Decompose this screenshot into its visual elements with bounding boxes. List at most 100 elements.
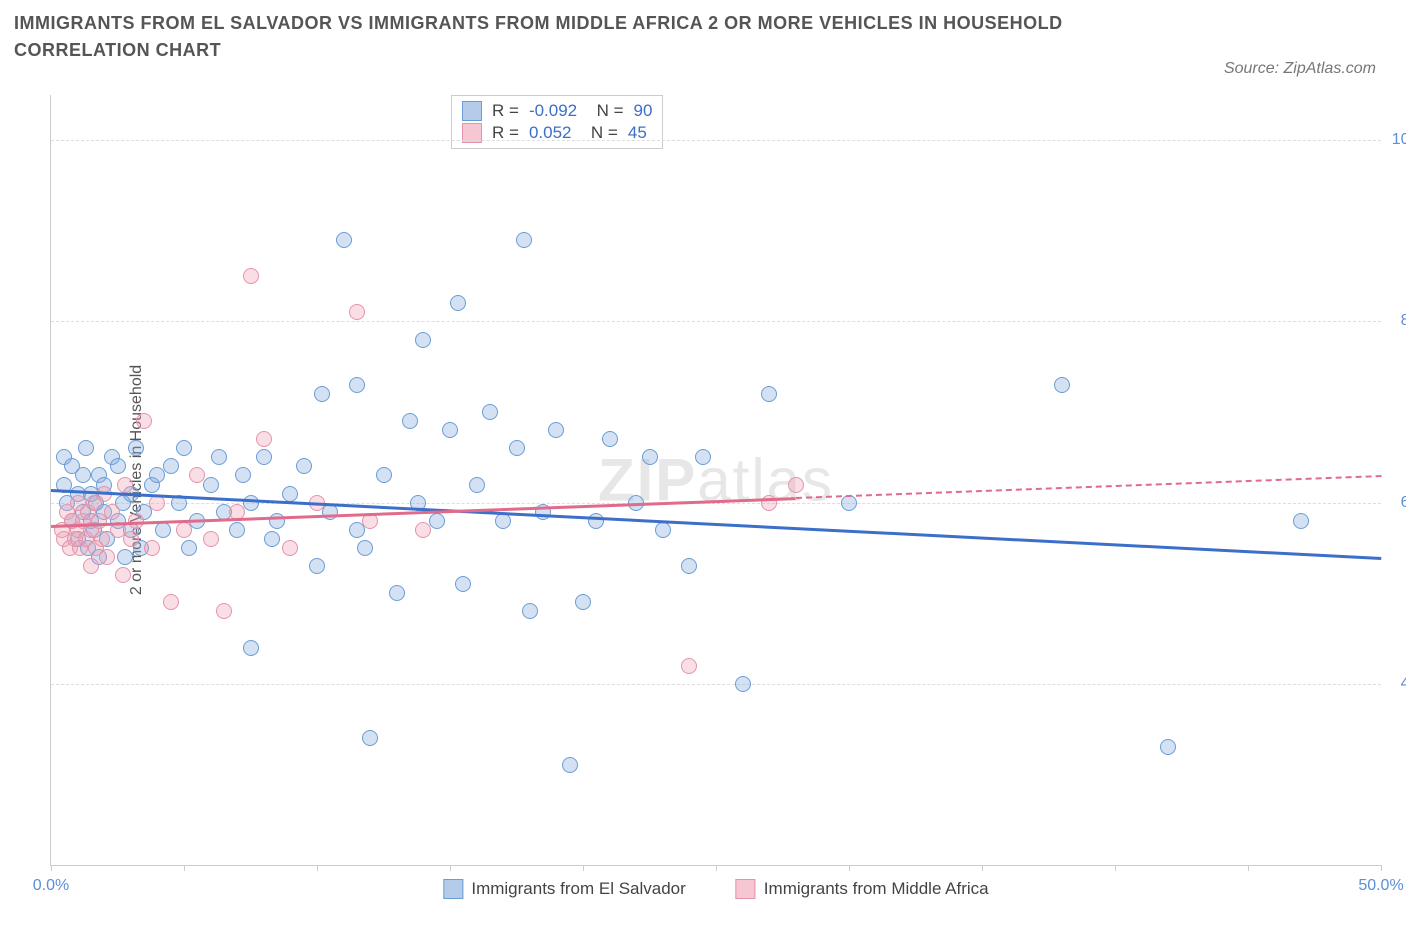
swatch-pink	[736, 879, 756, 899]
data-point	[136, 413, 152, 429]
data-point	[389, 585, 405, 601]
data-point	[357, 540, 373, 556]
data-point	[163, 458, 179, 474]
data-point	[104, 504, 120, 520]
trend-line	[796, 475, 1381, 499]
swatch-blue	[462, 101, 482, 121]
data-point	[735, 676, 751, 692]
data-point	[415, 522, 431, 538]
data-point	[123, 531, 139, 547]
data-point	[229, 522, 245, 538]
data-point	[469, 477, 485, 493]
data-point	[189, 467, 205, 483]
x-tick	[982, 865, 983, 871]
y-tick-label: 100.0%	[1392, 131, 1406, 149]
x-tick	[1248, 865, 1249, 871]
legend-row-series1: R = -0.092 N = 90	[462, 100, 652, 122]
data-point	[163, 594, 179, 610]
data-point	[117, 477, 133, 493]
x-tick	[716, 865, 717, 871]
data-point	[282, 486, 298, 502]
x-tick	[184, 865, 185, 871]
data-point	[655, 522, 671, 538]
data-point	[282, 540, 298, 556]
data-point	[203, 531, 219, 547]
data-point	[117, 549, 133, 565]
data-point	[256, 431, 272, 447]
chart-title: IMMIGRANTS FROM EL SALVADOR VS IMMIGRANT…	[14, 10, 1114, 64]
data-point	[1293, 513, 1309, 529]
data-point	[309, 558, 325, 574]
y-tick-label: 80.0%	[1401, 312, 1406, 330]
data-point	[235, 467, 251, 483]
data-point	[1160, 739, 1176, 755]
source-attribution: Source: ZipAtlas.com	[1224, 60, 1376, 78]
data-point	[99, 549, 115, 565]
gridline	[51, 140, 1381, 141]
data-point	[216, 603, 232, 619]
data-point	[761, 386, 777, 402]
data-point	[176, 440, 192, 456]
data-point	[482, 404, 498, 420]
x-tick	[849, 865, 850, 871]
data-point	[314, 386, 330, 402]
swatch-blue	[443, 879, 463, 899]
data-point	[602, 431, 618, 447]
data-point	[455, 576, 471, 592]
data-point	[349, 304, 365, 320]
data-point	[110, 458, 126, 474]
n-value-1: 90	[634, 101, 653, 121]
data-point	[264, 531, 280, 547]
data-point	[155, 522, 171, 538]
chart-container: 2 or more Vehicles in Household ZIPatlas…	[50, 95, 1380, 865]
data-point	[575, 594, 591, 610]
data-point	[362, 730, 378, 746]
data-point	[548, 422, 564, 438]
data-point	[522, 603, 538, 619]
data-point	[78, 440, 94, 456]
data-point	[203, 477, 219, 493]
data-point	[695, 449, 711, 465]
data-point	[681, 658, 697, 674]
data-point	[336, 232, 352, 248]
x-tick	[450, 865, 451, 871]
data-point	[181, 540, 197, 556]
legend-item-2: Immigrants from Middle Africa	[736, 879, 989, 899]
data-point	[243, 268, 259, 284]
data-point	[562, 757, 578, 773]
data-point	[211, 449, 227, 465]
data-point	[296, 458, 312, 474]
legend-label-2: Immigrants from Middle Africa	[764, 879, 989, 899]
x-tick-label: 0.0%	[33, 877, 69, 895]
data-point	[128, 440, 144, 456]
data-point	[243, 640, 259, 656]
data-point	[450, 295, 466, 311]
data-point	[1054, 377, 1070, 393]
data-point	[269, 513, 285, 529]
x-tick	[1115, 865, 1116, 871]
series-legend: Immigrants from El Salvador Immigrants f…	[443, 879, 988, 899]
gridline	[51, 321, 1381, 322]
data-point	[495, 513, 511, 529]
data-point	[442, 422, 458, 438]
x-tick-label: 50.0%	[1358, 877, 1403, 895]
data-point	[588, 513, 604, 529]
x-tick	[51, 865, 52, 871]
data-point	[376, 467, 392, 483]
data-point	[681, 558, 697, 574]
data-point	[402, 413, 418, 429]
data-point	[176, 522, 192, 538]
n-label: N =	[587, 101, 623, 121]
gridline	[51, 684, 1381, 685]
data-point	[516, 232, 532, 248]
data-point	[415, 332, 431, 348]
data-point	[349, 377, 365, 393]
x-tick	[1381, 865, 1382, 871]
data-point	[788, 477, 804, 493]
data-point	[75, 467, 91, 483]
data-point	[429, 513, 445, 529]
data-point	[94, 531, 110, 547]
r-label: R =	[492, 101, 519, 121]
data-point	[144, 540, 160, 556]
data-point	[243, 495, 259, 511]
